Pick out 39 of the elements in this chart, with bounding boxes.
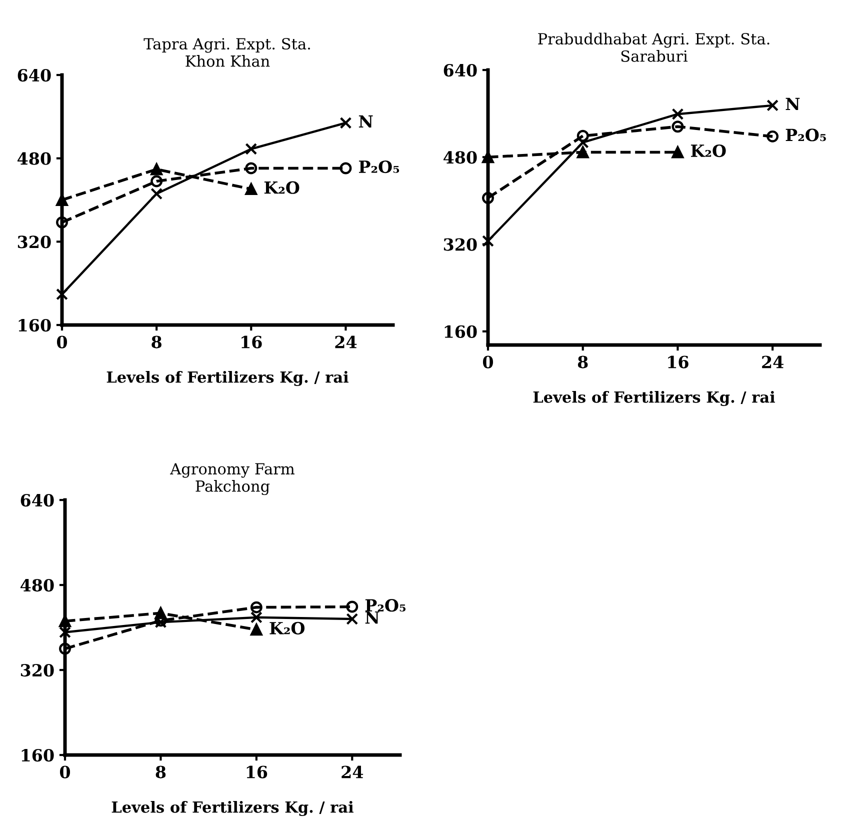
x-tick-label: 8 — [156, 766, 166, 778]
x-tick-label: 16 — [246, 766, 268, 778]
y-tick-label: 480 — [17, 152, 51, 165]
chart-title: Agronomy Farm Pakchong — [170, 463, 294, 496]
y-tick-label: 640 — [18, 68, 51, 82]
x-tick-label: 0 — [60, 766, 70, 778]
x-tick-label: 24 — [762, 356, 784, 368]
x-tick-label: 24 — [342, 766, 364, 778]
series-label: K₂O — [270, 622, 305, 634]
series-label: P₂O₅ — [365, 599, 406, 612]
series-label: N — [786, 98, 800, 110]
series-label: N — [358, 115, 373, 128]
x-tick-label: 16 — [668, 356, 688, 368]
x-tick-label: 0 — [482, 356, 494, 368]
x-tick-label: 8 — [578, 356, 588, 368]
x-tick-label: 0 — [56, 336, 68, 348]
y-tick-label: 640 — [20, 494, 54, 507]
series-label: K₂O — [690, 144, 726, 158]
x-tick-label: 8 — [152, 336, 162, 348]
x-axis-title: Levels of Fertilizers Kg. / rai — [112, 800, 354, 816]
y-tick-label: 160 — [18, 318, 51, 332]
y-tick-label: 160 — [22, 748, 54, 762]
y-tick-label: 480 — [443, 151, 477, 164]
chart-title: Prabuddhabat Agri. Expt. Sta. Saraburi — [538, 32, 770, 62]
series-label: K₂O — [264, 181, 300, 194]
x-tick-label: 16 — [242, 336, 262, 348]
y-tick-label: 320 — [444, 238, 477, 251]
series-label: P₂O₅ — [786, 128, 826, 142]
x-axis-title: Levels of Fertilizers Kg. / rai — [106, 370, 348, 386]
y-tick-label: 320 — [20, 664, 54, 677]
y-tick-label: 480 — [20, 578, 54, 592]
y-tick-label: 320 — [18, 236, 51, 248]
x-axis-title: Levels of Fertilizers Kg. / rai — [533, 390, 775, 406]
chart-title: Tapra Agri. Expt. Sta. Khon Khan — [144, 38, 310, 67]
series-label: N — [365, 611, 380, 624]
y-tick-label: 160 — [444, 325, 477, 338]
series-label: P₂O₅ — [358, 160, 400, 174]
y-tick-label: 640 — [444, 64, 477, 77]
x-tick-label: 24 — [335, 336, 357, 348]
